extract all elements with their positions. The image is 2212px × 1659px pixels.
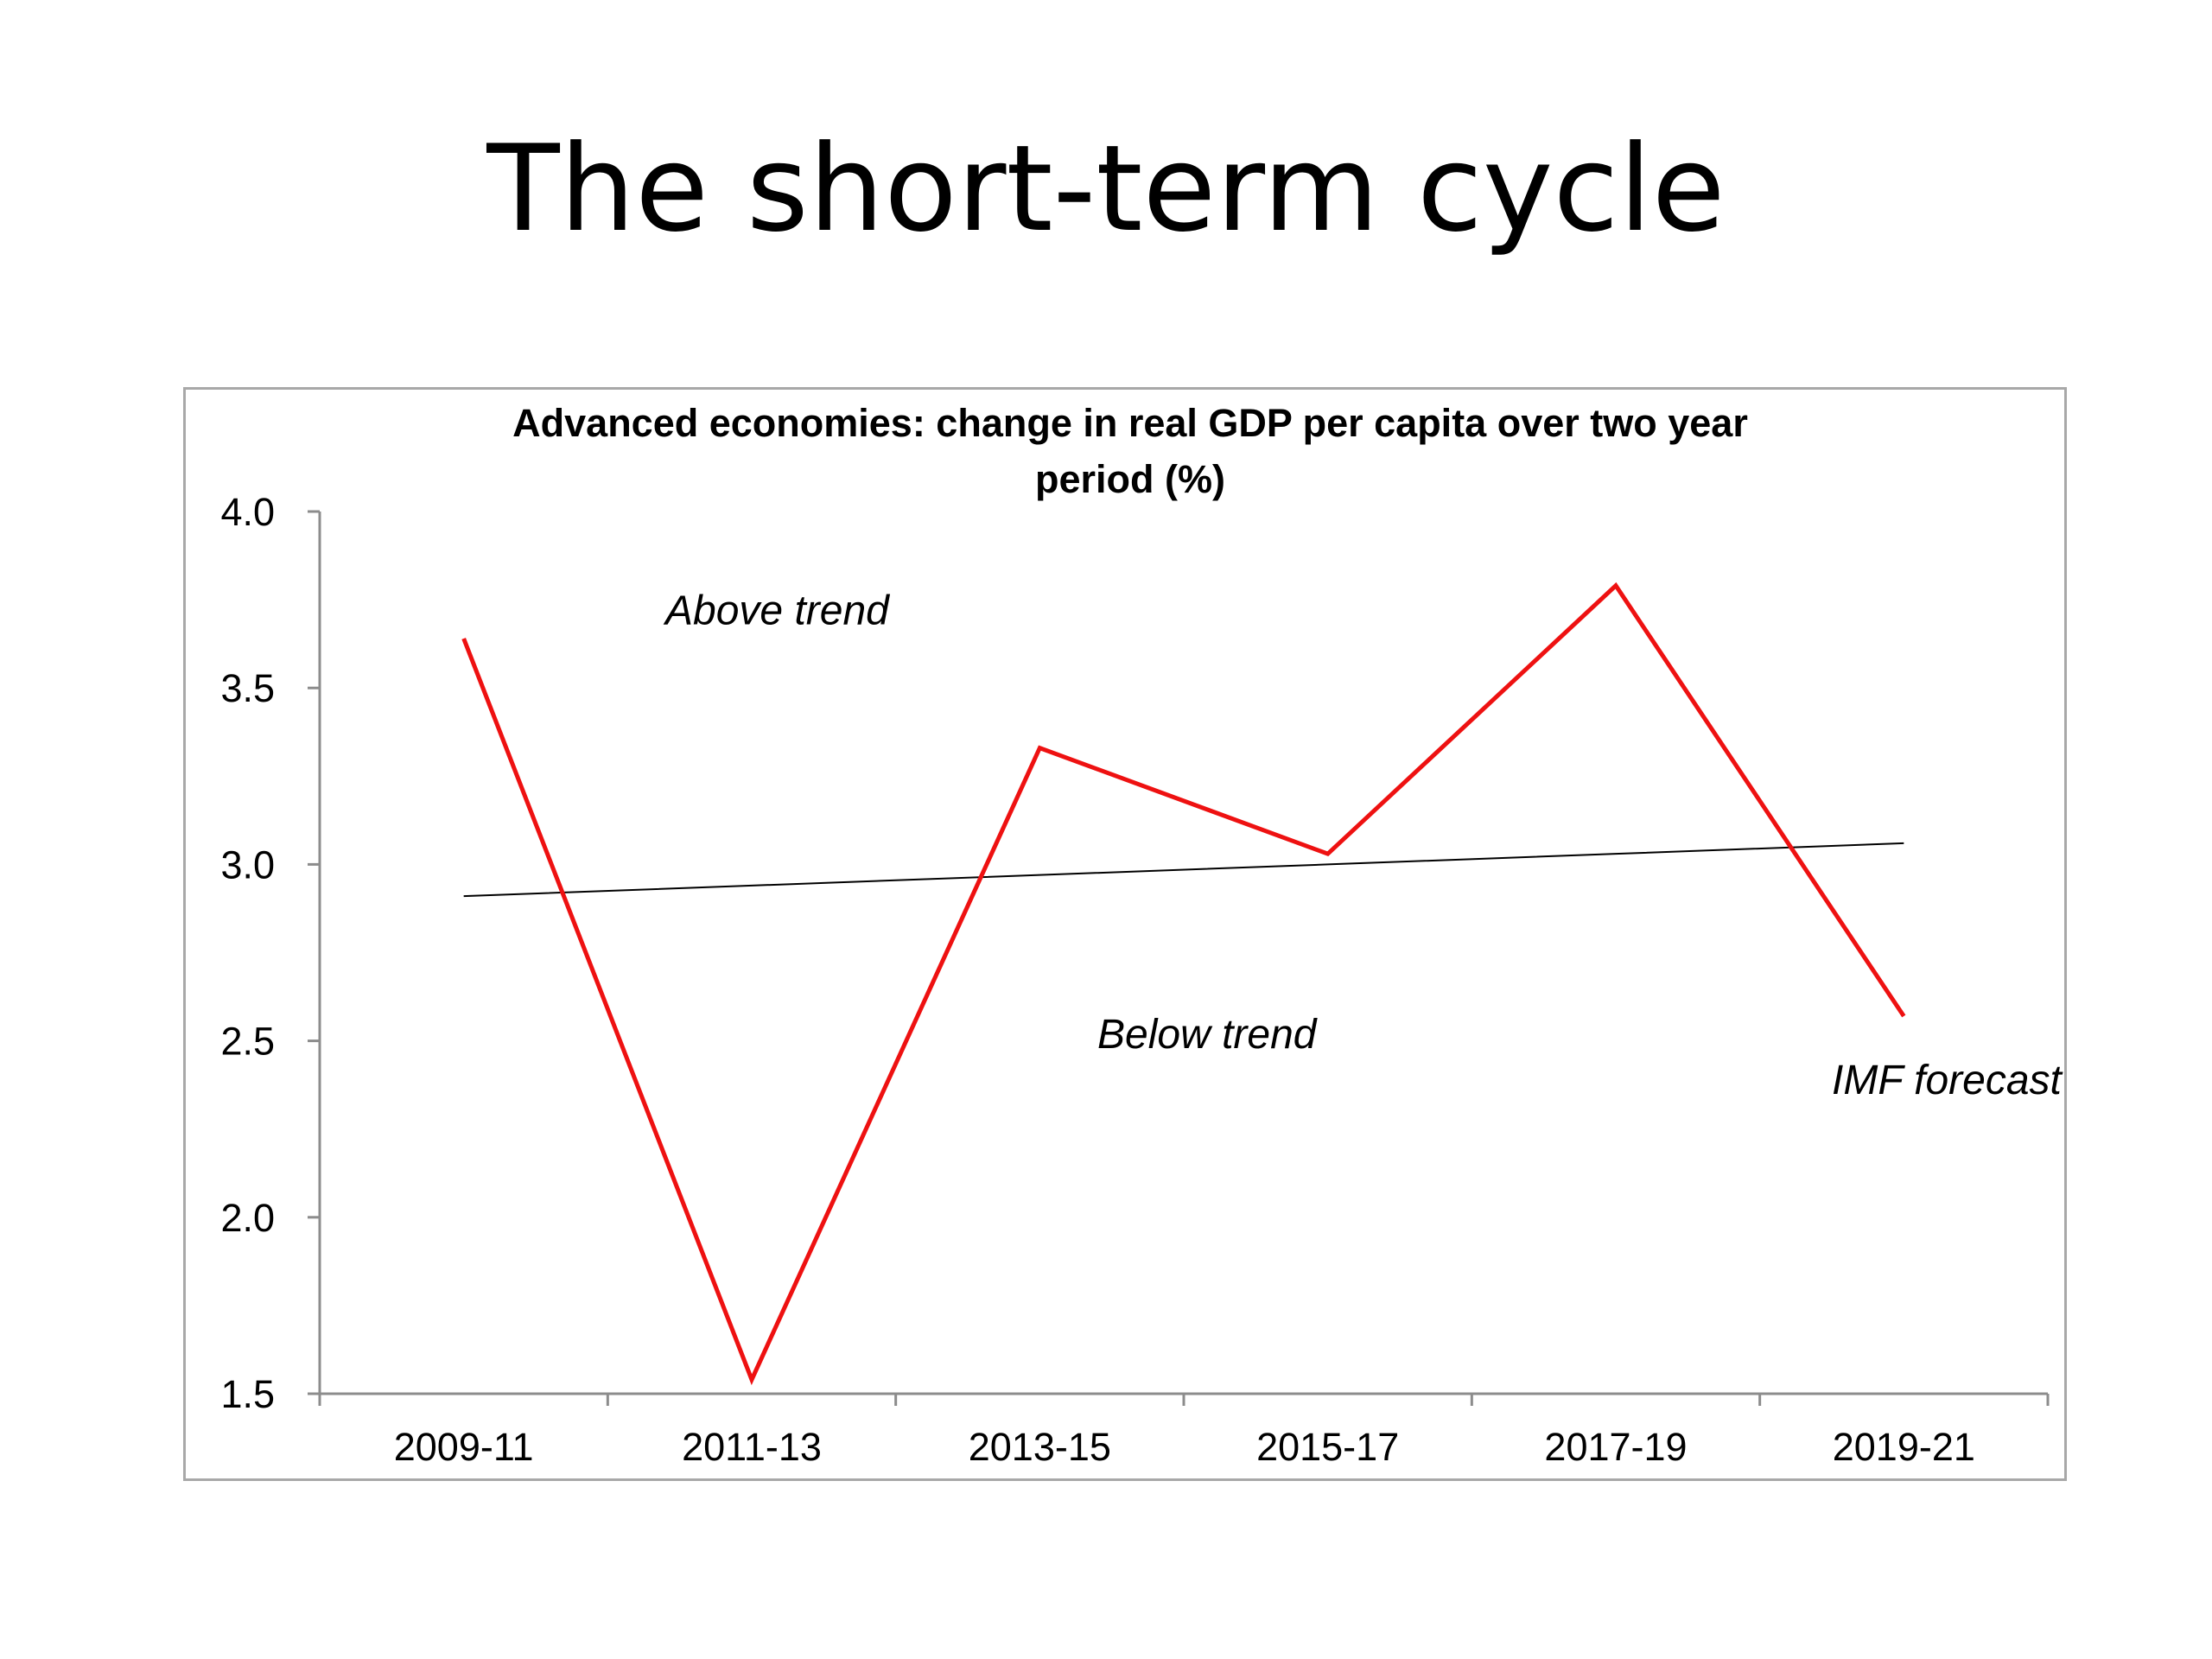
x-tick-label: 2013-15 (969, 1425, 1111, 1469)
y-tick-label: 1.5 (220, 1372, 275, 1416)
y-tick-label: 4.0 (220, 490, 275, 534)
chart-title-line: period (%) (1035, 457, 1225, 501)
y-tick-label: 3.0 (220, 842, 275, 887)
chart-annotation: Above trend (663, 588, 890, 634)
y-tick-label: 3.5 (220, 666, 275, 710)
trend-line (463, 842, 1904, 898)
y-tick-label: 2.0 (220, 1196, 275, 1240)
slide-title: The short-term cycle (486, 119, 1726, 258)
y-tick-label: 2.5 (220, 1020, 275, 1064)
x-tick-label: 2019-21 (1833, 1425, 1975, 1469)
x-tick-label: 2017-19 (1544, 1425, 1687, 1469)
x-tick-label: 2015-17 (1256, 1425, 1399, 1469)
chart-frame (183, 387, 2067, 1481)
x-tick-label: 2011-13 (682, 1425, 822, 1469)
gdp-series-line (461, 582, 1906, 1386)
chart-annotation: Below trend (1097, 1012, 1318, 1058)
chart-annotation: IMF forecast (1832, 1058, 2063, 1103)
chart-title-line: Advanced economies: change in real GDP p… (512, 401, 1748, 445)
x-tick-label: 2009-11 (394, 1425, 534, 1469)
